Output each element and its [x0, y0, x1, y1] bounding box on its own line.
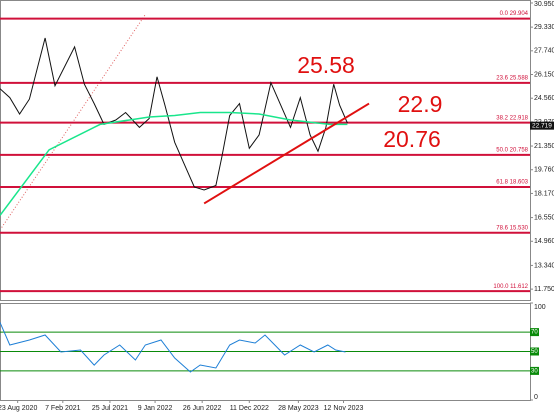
level-box — [530, 366, 539, 375]
x-tick-label: 25 Jul 2021 — [92, 405, 128, 412]
level-label: 23.6 25.588 — [496, 75, 528, 81]
annotation: 22.9 — [398, 91, 443, 117]
level-label: 78.6 15.530 — [496, 225, 528, 231]
y-tick-label: 100 — [534, 304, 546, 311]
y-tick-label: 19.760 — [534, 167, 554, 174]
y-tick-label: 27.740 — [534, 48, 554, 55]
y-tick-label: 21.350 — [534, 143, 554, 150]
level-label: 70 — [531, 330, 538, 336]
y-tick-label: 14.960 — [534, 238, 554, 245]
y-tick-label: 29.330 — [534, 24, 554, 31]
level-label: 0.0 29.904 — [500, 11, 529, 17]
annotation: 20.76 — [383, 126, 441, 152]
x-tick-label: 12 Nov 2023 — [324, 405, 364, 412]
level-label: 100.0 11.612 — [493, 284, 528, 290]
x-tick-label: 23 Aug 2020 — [0, 405, 37, 412]
series-line — [0, 111, 348, 216]
level-label: 50 — [531, 349, 538, 355]
y-tick-label: 0 — [534, 394, 538, 401]
y-tick-label: 24.560 — [534, 95, 554, 102]
level-label: 30 — [531, 368, 538, 374]
y-tick-label: 18.170 — [534, 190, 554, 197]
series-line — [0, 37, 348, 191]
x-tick-label: 7 Feb 2021 — [45, 405, 81, 412]
x-tick-label: 28 May 2023 — [278, 405, 319, 412]
level-box — [530, 347, 539, 356]
x-tick-label: 11 Dec 2022 — [230, 405, 269, 412]
last-price-label: 22.719 — [532, 122, 552, 129]
price-frame — [0, 0, 531, 301]
x-tick-label: 26 Jun 2022 — [183, 405, 222, 412]
y-tick-label: 16.550 — [534, 214, 554, 221]
y-tick-label: 11.750 — [534, 286, 554, 293]
y-tick-label: 13.340 — [534, 262, 554, 269]
series-line — [0, 322, 346, 373]
level-label: 61.8 18.603 — [496, 180, 528, 186]
x-tick-label: 9 Jan 2022 — [138, 405, 173, 412]
y-tick-label: 30.950 — [534, 1, 554, 8]
annotation: 25.58 — [297, 52, 355, 78]
level-label: 38.2 22.918 — [496, 115, 528, 121]
y-tick-label: 26.150 — [534, 71, 554, 78]
level-box — [530, 328, 539, 337]
trendline — [203, 102, 370, 205]
level-label: 50.0 20.758 — [496, 147, 528, 153]
last-price-box — [530, 121, 554, 130]
